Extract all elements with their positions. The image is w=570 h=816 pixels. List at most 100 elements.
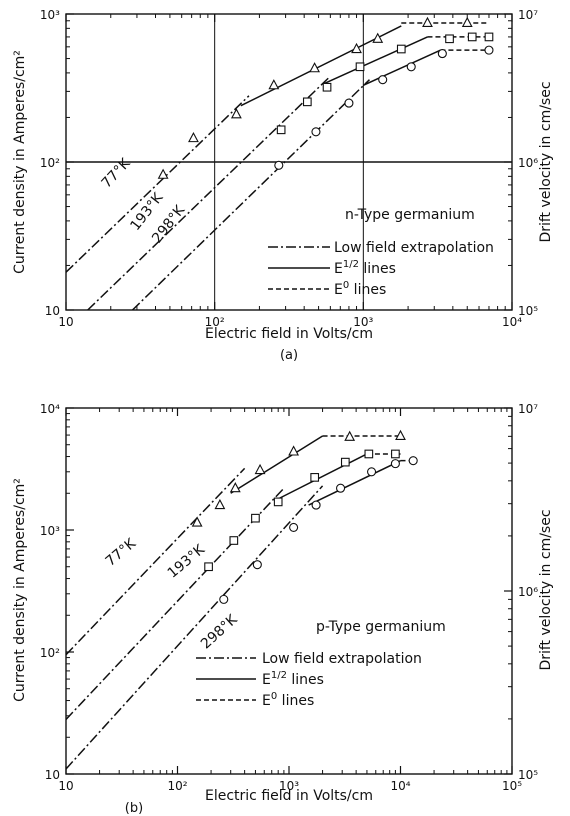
panel-b-point-square bbox=[229, 536, 239, 545]
panel-a-legend-ezero-label: E0 lines bbox=[334, 280, 386, 298]
panel-b-point-triangle bbox=[229, 482, 241, 493]
panel-a-point-circle bbox=[378, 75, 388, 85]
panel-b-x-tick-label: 10 bbox=[58, 779, 73, 793]
panel-a-point-square bbox=[322, 82, 332, 92]
panel-b-series-0-ehalf-line bbox=[230, 435, 323, 494]
panel-a: Electric field in Volts/cm Current densi… bbox=[12, 13, 554, 363]
panel-b-y2-tick-label: 10⁶ bbox=[518, 585, 538, 599]
panel-b-point-circle bbox=[408, 456, 418, 466]
panel-b-point-square bbox=[251, 513, 260, 523]
panel-a-point-triangle bbox=[157, 168, 169, 179]
panel-b-point-triangle bbox=[344, 430, 356, 441]
panel-a-point-triangle bbox=[372, 32, 384, 43]
panel-b-y-tick-label: 10³ bbox=[40, 524, 60, 538]
panel-a-point-square bbox=[484, 32, 494, 42]
panel-a-y-tick-label: 10³ bbox=[40, 8, 60, 22]
panel-a-ylabel-right: Drift velocity in cm/sec bbox=[538, 81, 554, 242]
panel-b-x-tick-label: 10³ bbox=[279, 779, 299, 793]
panel-b-point-square bbox=[273, 497, 283, 507]
panel-a-xlabel: Electric field in Volts/cm bbox=[205, 326, 373, 342]
panel-b-point-triangle bbox=[288, 445, 300, 456]
panel-b-point-circle bbox=[311, 500, 321, 510]
panel-b-legend-lowfield-label: Low field extrapolation bbox=[262, 651, 422, 667]
panel-b-point-square bbox=[364, 449, 374, 459]
panel-a-point-square bbox=[467, 32, 477, 42]
panel-a-title: n-Type germanium bbox=[345, 207, 475, 223]
panel-a-x-tick-label: 10 bbox=[58, 315, 73, 329]
panel-b-series-1-temp-label: 193°K bbox=[165, 541, 209, 581]
panel-a-x-tick-label: 10³ bbox=[353, 315, 373, 329]
panel-b-point-circle bbox=[252, 560, 262, 570]
panel-b-point-circle bbox=[289, 522, 299, 532]
panel-a-y2-tick-label: 10⁷ bbox=[518, 8, 538, 22]
panel-b-plot-frame bbox=[65, 407, 513, 775]
panel-a-point-circle bbox=[344, 98, 354, 108]
panel-b-series-0-lowfield-line bbox=[66, 467, 246, 656]
panel-b-series-2-temp-label: 298°K bbox=[198, 611, 241, 652]
panel-a-point-square bbox=[445, 34, 454, 44]
panel-b-ylabel-right: Drift velocity in cm/sec bbox=[538, 509, 554, 670]
panel-a-point-circle bbox=[406, 62, 416, 72]
panel-b-y-tick-label: 10 bbox=[45, 768, 60, 782]
panel-b-point-square bbox=[391, 449, 400, 459]
panel-b-xlabel: Electric field in Volts/cm bbox=[205, 788, 373, 804]
panel-a-point-triangle bbox=[309, 62, 320, 73]
panel-a-point-circle bbox=[274, 160, 284, 170]
panel-a-point-circle bbox=[484, 45, 494, 55]
panel-b-legend-ehalf-label: E1/2 lines bbox=[262, 670, 324, 688]
panel-b-point-triangle bbox=[191, 516, 203, 527]
panel-b-point-circle bbox=[219, 594, 229, 604]
panel-b-y-tick-label: 10² bbox=[40, 646, 60, 660]
panel-b-point-circle bbox=[367, 467, 377, 477]
panel-b-series-2-ehalf-line bbox=[308, 460, 401, 506]
panel-a-x-tick-label: 10⁴ bbox=[502, 315, 522, 329]
panel-b-caption: (b) bbox=[125, 801, 143, 816]
panel-b-legend-ezero-label: E0 lines bbox=[262, 691, 314, 709]
panel-a-point-triangle bbox=[188, 131, 199, 143]
panel-b-point-square bbox=[340, 457, 350, 467]
panel-b-x-tick-label: 10⁴ bbox=[390, 779, 410, 793]
panel-a-point-triangle bbox=[230, 108, 242, 119]
panel-b-series-1-ehalf-line bbox=[277, 453, 368, 500]
panel-a-point-square bbox=[396, 44, 406, 54]
panel-a-y-tick-label: 10² bbox=[40, 156, 60, 170]
panel-a-point-triangle bbox=[422, 16, 433, 28]
panel-b-x-tick-label: 10² bbox=[167, 779, 187, 793]
panel-a-y2-tick-label: 10⁵ bbox=[518, 304, 538, 318]
panel-b-y2-tick-label: 10⁷ bbox=[518, 402, 538, 416]
panel-a-point-square bbox=[302, 97, 312, 107]
panel-a-legend-lowfield-label: Low field extrapolation bbox=[334, 240, 494, 256]
panel-a-x-tick-label: 10² bbox=[205, 315, 225, 329]
panel-a-point-circle bbox=[437, 49, 447, 59]
panel-a-series-2-ehalf-line bbox=[363, 49, 441, 86]
panel-b-point-circle bbox=[336, 483, 346, 493]
panel-b-series-2-lowfield-line bbox=[66, 485, 324, 770]
panel-a-point-triangle bbox=[268, 79, 280, 90]
panel-a-y2-tick-label: 10⁶ bbox=[518, 156, 538, 170]
panel-a-series-2-lowfield-line bbox=[131, 79, 371, 310]
panel-a-point-circle bbox=[311, 127, 321, 137]
panel-a-point-triangle bbox=[351, 42, 362, 54]
panel-b-ylabel: Current density in Amperes/cm² bbox=[12, 478, 28, 702]
panel-a-point-triangle bbox=[461, 16, 473, 28]
panel-b-title: p-Type germanium bbox=[316, 619, 446, 635]
panel-b-point-square bbox=[204, 562, 213, 572]
panel-a-series-1-lowfield-line bbox=[87, 75, 331, 310]
panel-a-legend-ehalf-label: E1/2 lines bbox=[334, 259, 396, 277]
panel-b-y2-tick-label: 10⁵ bbox=[518, 768, 538, 782]
panel-a-point-square bbox=[355, 62, 365, 72]
panel-a-caption: (a) bbox=[280, 348, 298, 363]
panel-b-y-tick-label: 10⁴ bbox=[40, 402, 60, 416]
panel-b: Electric field in Volts/cm Current densi… bbox=[12, 407, 554, 816]
panel-b-series-1-lowfield-line bbox=[66, 487, 285, 720]
panel-b-x-tick-label: 10⁵ bbox=[502, 779, 522, 793]
panel-a-ylabel: Current density in Amperes/cm² bbox=[12, 50, 28, 274]
panel-b-point-square bbox=[310, 473, 320, 482]
panel-b-series-0-temp-label: 77°K bbox=[103, 535, 140, 570]
panel-a-y-tick-label: 10 bbox=[45, 304, 60, 318]
panel-a-series-1-ehalf-line bbox=[324, 36, 428, 85]
panel-b-point-circle bbox=[390, 459, 400, 469]
panel-b-point-triangle bbox=[254, 463, 266, 475]
panel-b-point-triangle bbox=[395, 429, 406, 441]
